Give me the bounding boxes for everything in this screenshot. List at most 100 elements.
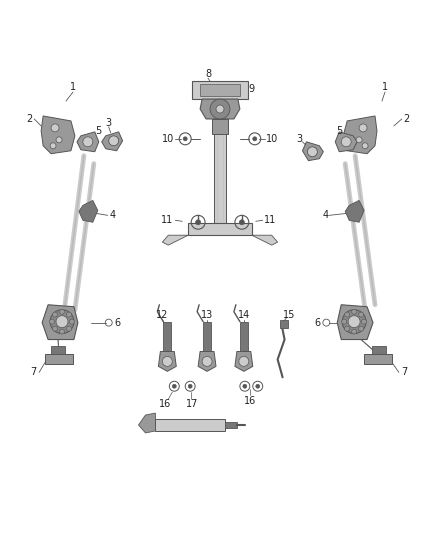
Text: 8: 8 — [205, 69, 211, 79]
Circle shape — [256, 384, 260, 388]
Circle shape — [60, 309, 64, 314]
Text: 2: 2 — [26, 114, 32, 124]
Text: 4: 4 — [322, 211, 328, 220]
Circle shape — [172, 384, 176, 388]
Text: 9: 9 — [249, 84, 255, 94]
Circle shape — [345, 312, 350, 317]
Text: 2: 2 — [404, 114, 410, 124]
Text: 17: 17 — [186, 399, 198, 409]
Bar — [212, 119, 228, 134]
Circle shape — [307, 147, 318, 157]
Circle shape — [239, 357, 249, 366]
Bar — [45, 354, 73, 365]
Bar — [200, 84, 240, 96]
Circle shape — [359, 124, 367, 132]
Text: 10: 10 — [162, 134, 174, 144]
Circle shape — [50, 310, 74, 334]
Circle shape — [202, 357, 212, 366]
Circle shape — [183, 137, 187, 141]
Circle shape — [243, 384, 247, 388]
Text: 16: 16 — [159, 399, 171, 409]
Circle shape — [359, 326, 364, 331]
Polygon shape — [343, 116, 377, 154]
Text: 7: 7 — [401, 367, 407, 377]
Circle shape — [359, 312, 364, 317]
Polygon shape — [335, 132, 357, 152]
Text: 10: 10 — [265, 134, 278, 144]
Polygon shape — [303, 142, 323, 160]
Bar — [225, 422, 237, 428]
Circle shape — [341, 137, 351, 147]
Circle shape — [240, 220, 244, 225]
Bar — [203, 321, 211, 351]
Bar — [214, 134, 226, 223]
Polygon shape — [198, 351, 216, 372]
Text: 11: 11 — [264, 215, 276, 225]
Circle shape — [50, 143, 56, 149]
Circle shape — [51, 124, 59, 132]
Circle shape — [352, 329, 357, 334]
Circle shape — [196, 220, 201, 225]
Circle shape — [83, 137, 93, 147]
Text: 1: 1 — [70, 82, 76, 92]
Circle shape — [60, 329, 64, 334]
Text: 3: 3 — [297, 134, 303, 144]
Bar — [188, 223, 252, 235]
Polygon shape — [252, 235, 278, 245]
Text: 11: 11 — [161, 215, 173, 225]
Circle shape — [362, 319, 367, 324]
Circle shape — [345, 326, 350, 331]
Circle shape — [362, 143, 368, 149]
Circle shape — [348, 316, 360, 328]
Circle shape — [162, 357, 172, 366]
Text: 15: 15 — [283, 310, 296, 320]
Polygon shape — [79, 200, 98, 222]
Circle shape — [67, 312, 71, 317]
Circle shape — [70, 319, 74, 324]
Text: 12: 12 — [156, 310, 169, 320]
Polygon shape — [345, 200, 364, 222]
Text: 14: 14 — [238, 310, 250, 320]
Bar — [364, 354, 392, 365]
Bar — [51, 346, 65, 354]
Circle shape — [253, 137, 257, 141]
Polygon shape — [337, 305, 373, 340]
Circle shape — [216, 105, 224, 113]
Circle shape — [342, 310, 366, 334]
Polygon shape — [159, 351, 176, 372]
Polygon shape — [102, 132, 123, 151]
Polygon shape — [138, 413, 155, 433]
Polygon shape — [77, 132, 99, 152]
Polygon shape — [162, 235, 188, 245]
Circle shape — [352, 309, 357, 314]
Text: 1: 1 — [382, 82, 388, 92]
Polygon shape — [235, 351, 253, 372]
Text: 7: 7 — [30, 367, 36, 377]
Bar — [240, 321, 248, 351]
Circle shape — [356, 137, 362, 143]
Bar — [163, 321, 171, 351]
Text: 6: 6 — [115, 318, 121, 328]
Circle shape — [67, 326, 71, 331]
Circle shape — [53, 312, 57, 317]
Text: 3: 3 — [106, 118, 112, 128]
Bar — [279, 320, 288, 328]
Polygon shape — [42, 305, 78, 340]
Text: 5: 5 — [336, 126, 343, 136]
Polygon shape — [41, 116, 75, 154]
Bar — [155, 419, 225, 431]
Circle shape — [210, 99, 230, 119]
Circle shape — [56, 137, 62, 143]
Circle shape — [188, 384, 192, 388]
Circle shape — [56, 316, 68, 328]
Circle shape — [109, 136, 119, 146]
Circle shape — [49, 319, 55, 324]
Text: 13: 13 — [201, 310, 213, 320]
Text: 5: 5 — [95, 126, 102, 136]
Text: 4: 4 — [110, 211, 116, 220]
Bar — [192, 81, 248, 99]
Polygon shape — [200, 99, 240, 119]
Circle shape — [342, 319, 347, 324]
Text: 6: 6 — [314, 318, 321, 328]
Bar — [372, 346, 386, 354]
